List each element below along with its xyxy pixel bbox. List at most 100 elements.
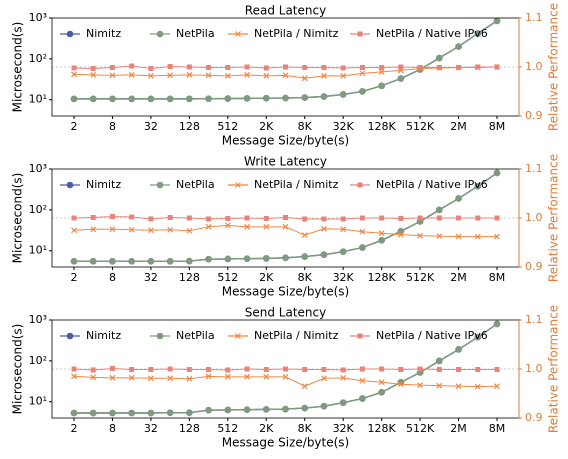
- y2-tick-label: 1.0: [525, 60, 543, 73]
- legend-label: NetPila: [176, 27, 215, 40]
- point: [166, 95, 174, 103]
- point: [417, 64, 423, 70]
- point: [156, 30, 164, 38]
- point: [494, 366, 500, 372]
- point: [494, 64, 500, 70]
- point: [359, 244, 366, 251]
- point: [128, 258, 135, 265]
- point: [321, 216, 327, 222]
- point: [320, 402, 328, 410]
- point: [206, 216, 212, 222]
- point: [128, 374, 135, 381]
- x-tick-label: 32: [144, 422, 158, 435]
- point: [321, 64, 327, 70]
- point: [109, 95, 116, 103]
- y-tick-label: 10²: [29, 354, 47, 367]
- point: [436, 357, 443, 365]
- legend-label: NetPila: [176, 329, 215, 342]
- point: [147, 227, 154, 234]
- x-tick-label: 8: [109, 271, 116, 284]
- legend-label: NetPila / Native IPv6: [376, 27, 488, 40]
- x-axis-label: Message Size/byte(s): [222, 134, 350, 148]
- point: [205, 72, 212, 79]
- point: [186, 409, 193, 416]
- point: [166, 258, 174, 265]
- point: [224, 95, 232, 102]
- point: [167, 226, 174, 233]
- point: [147, 95, 155, 103]
- x-tick-label: 128K: [368, 120, 397, 133]
- point: [320, 251, 328, 258]
- point: [340, 367, 346, 373]
- point: [70, 409, 78, 417]
- point: [456, 366, 462, 372]
- y2-tick-label: 0.9: [525, 109, 543, 122]
- point: [302, 216, 308, 222]
- point: [455, 346, 462, 353]
- point: [205, 223, 212, 230]
- point: [148, 65, 154, 71]
- point: [167, 215, 173, 221]
- point: [147, 72, 154, 79]
- legend-label: Nimitz: [86, 329, 121, 342]
- point: [89, 95, 97, 103]
- point: [263, 72, 270, 79]
- point: [224, 222, 231, 229]
- legend-label: NetPila / Native IPv6: [376, 329, 488, 342]
- legend-label: NetPila: [176, 178, 215, 191]
- y2-tick-label: 0.9: [525, 411, 543, 424]
- point: [378, 237, 385, 244]
- point: [321, 375, 327, 382]
- point: [147, 375, 154, 382]
- legend-label: NetPila / Nimitz: [254, 178, 339, 191]
- x-tick-label: 8M: [489, 120, 506, 133]
- point: [90, 367, 96, 373]
- point: [474, 383, 481, 390]
- point: [186, 95, 193, 103]
- x-tick-label: 512: [217, 271, 238, 284]
- point: [359, 215, 365, 221]
- x-tick-label: 512K: [406, 120, 435, 133]
- point: [186, 257, 193, 265]
- point: [474, 182, 482, 190]
- point: [301, 404, 309, 412]
- point: [90, 226, 97, 233]
- point: [359, 395, 366, 402]
- y-tick-label: 10¹: [29, 93, 47, 106]
- point: [397, 75, 405, 82]
- point: [359, 228, 366, 235]
- point: [283, 215, 288, 221]
- x-tick-label: 128K: [368, 422, 397, 435]
- x-tick-label: 32K: [333, 120, 355, 133]
- x-tick-label: 512K: [406, 271, 435, 284]
- point: [493, 320, 501, 328]
- y-tick-label: 10³: [29, 11, 47, 24]
- point: [129, 366, 135, 372]
- point: [89, 258, 97, 265]
- point: [186, 215, 192, 221]
- point: [128, 226, 135, 233]
- y-tick-label: 10¹: [29, 244, 47, 257]
- x-tick-label: 8K: [298, 271, 313, 284]
- x-tick-label: 32: [144, 271, 158, 284]
- point: [474, 233, 481, 240]
- point: [378, 379, 385, 386]
- point: [301, 253, 309, 260]
- point: [436, 382, 443, 389]
- x-tick-label: 2K: [259, 271, 274, 284]
- point: [302, 366, 308, 372]
- point: [262, 255, 270, 262]
- chart-title: Send Latency: [245, 306, 326, 320]
- point: [475, 215, 481, 221]
- y-tick-label: 10³: [29, 313, 47, 326]
- point: [147, 258, 155, 265]
- x-tick-label: 512: [217, 422, 238, 435]
- x-tick-label: 32K: [333, 271, 355, 284]
- point: [359, 377, 366, 384]
- point: [455, 43, 462, 50]
- x-tick-label: 8M: [489, 422, 506, 435]
- chart-title: Read Latency: [245, 4, 326, 18]
- point: [206, 366, 212, 372]
- point: [71, 71, 77, 78]
- point: [379, 215, 385, 221]
